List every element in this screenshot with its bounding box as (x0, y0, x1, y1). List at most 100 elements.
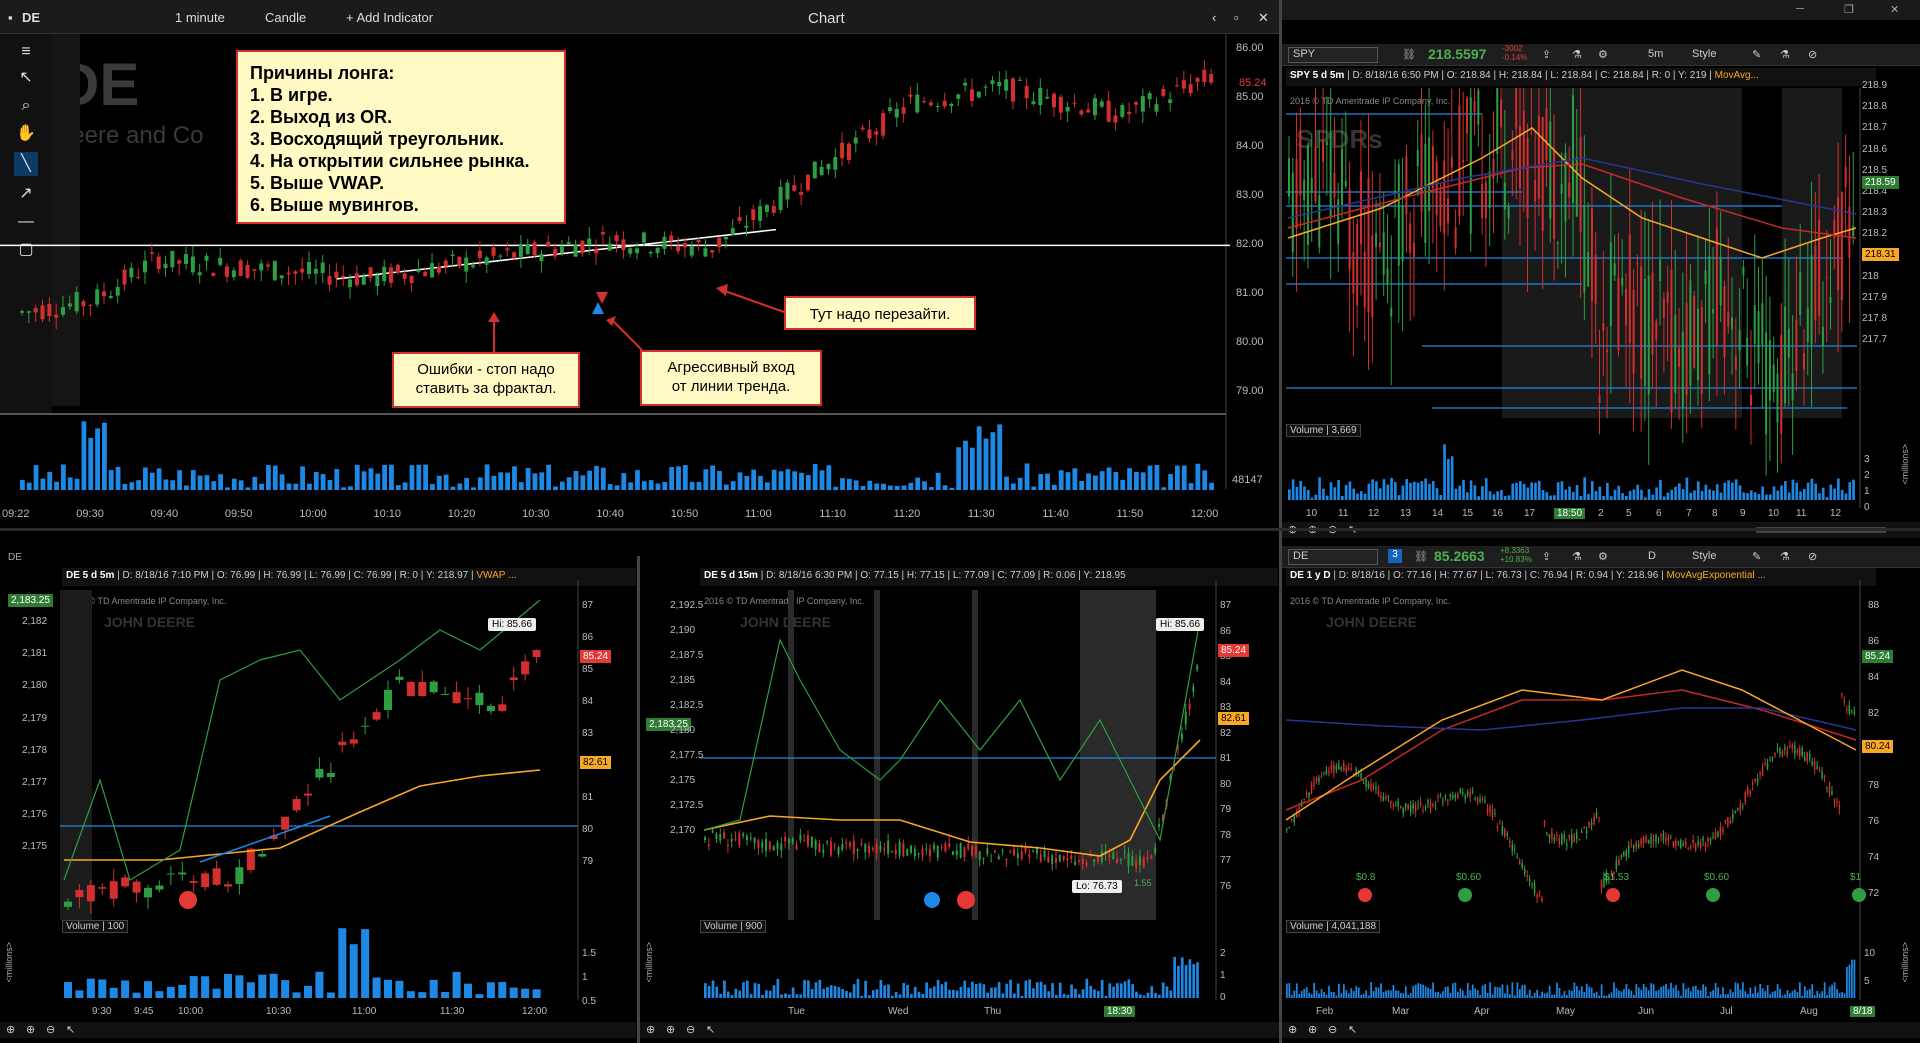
share-icon[interactable]: ⇪ (1542, 49, 1552, 61)
horizontal-divider[interactable] (0, 528, 1920, 531)
pan-hand-icon[interactable]: ✋ (16, 125, 36, 142)
trendline-tool-icon[interactable]: ╲ (14, 152, 38, 176)
volume-bar (753, 983, 757, 998)
pointer-arrow (611, 319, 643, 351)
candle (1801, 747, 1803, 756)
de5m-tab[interactable]: DE (8, 552, 22, 563)
de1y-interval[interactable]: D (1648, 550, 1656, 562)
volume-bar (1428, 483, 1431, 500)
link-group-icon[interactable]: 3 (1388, 549, 1402, 563)
axis-label: 85 (582, 664, 594, 675)
candle (1500, 99, 1503, 128)
candle (711, 830, 714, 833)
gear-icon[interactable]: ⚙ (1598, 551, 1608, 563)
bottom-divider[interactable] (637, 556, 640, 1043)
candle (338, 741, 347, 746)
volume-bar (833, 985, 837, 998)
volume-bar (1058, 982, 1062, 998)
zoom-in-icon[interactable]: ⊕ (1308, 1024, 1318, 1036)
candle (1630, 843, 1632, 845)
chevron-left-icon[interactable]: ‹ (1212, 10, 1217, 25)
zoom-out-icon[interactable]: ⊖ (1328, 1024, 1338, 1036)
de1y-info-header: DE 1 y D | D: 8/18/16 | O: 77.16 | H: 77… (1286, 568, 1876, 586)
share-icon[interactable]: ⇪ (1542, 551, 1552, 563)
candle (1516, 856, 1518, 858)
axis-label: 87 (1220, 600, 1232, 611)
candle (1367, 784, 1370, 787)
zoom-out-icon[interactable]: ⊖ (686, 1024, 696, 1036)
pencil-icon[interactable]: ✎ (1752, 49, 1762, 61)
spy-interval[interactable]: 5m (1648, 48, 1664, 60)
dividend-icon[interactable] (1606, 888, 1620, 902)
candle (1096, 856, 1099, 862)
flask-icon[interactable]: ⚗ (1780, 49, 1790, 61)
horizontal-line-icon[interactable]: — (18, 213, 34, 230)
candle (204, 255, 209, 261)
de1y-style-menu[interactable]: Style (1692, 550, 1717, 562)
main-chart-canvas[interactable] (0, 34, 1280, 520)
de1y-chart-canvas[interactable] (1282, 580, 1920, 1020)
link-icon[interactable]: ⛓ (1414, 551, 1428, 563)
pan-icon[interactable]: ⊕ (1288, 1024, 1298, 1036)
dividend-icon[interactable] (1458, 888, 1472, 902)
pencil-icon[interactable]: ✎ (1752, 551, 1762, 563)
volume-bar (1772, 486, 1776, 500)
axis-label: 2,181 (22, 648, 48, 660)
zoom-in-icon[interactable]: ⊕ (26, 1024, 36, 1036)
candle (1333, 764, 1335, 773)
pointer-icon[interactable]: ↖ (66, 1024, 76, 1036)
pointer-icon[interactable]: ↖ (1348, 1024, 1358, 1036)
symbol-selector-icon[interactable]: ▪ (8, 10, 13, 25)
main-symbol[interactable]: DE (22, 10, 41, 25)
volume-bar (1432, 982, 1434, 998)
zoom-in-icon[interactable]: ⊕ (666, 1024, 676, 1036)
flask-icon[interactable]: ⚗ (1572, 551, 1582, 563)
gear-icon[interactable]: ⚙ (1598, 49, 1608, 61)
hide-drawings-icon[interactable]: ⊘ (1808, 49, 1818, 61)
de1y-symbol-input[interactable]: DE (1288, 549, 1378, 565)
chart-type-selector[interactable]: Candle (265, 10, 307, 25)
close-icon[interactable]: ✕ (1258, 10, 1269, 25)
hide-drawings-icon[interactable]: ⊘ (1808, 551, 1818, 563)
de15m-chart-canvas[interactable] (640, 580, 1280, 1020)
close-icon[interactable]: ✕ (1890, 4, 1900, 16)
arrow-tool-icon[interactable]: ↗ (19, 185, 33, 202)
candle (1099, 101, 1104, 107)
panel-toggle-icon[interactable]: ≡ (21, 43, 31, 60)
volume-bar (1196, 962, 1199, 998)
candle (1811, 761, 1813, 765)
spy-style-menu[interactable]: Style (1692, 48, 1717, 60)
flask-icon[interactable]: ⚗ (1780, 551, 1790, 563)
volume-bar (1350, 988, 1353, 998)
link-icon[interactable]: ⛓ (1402, 49, 1416, 61)
candle (61, 307, 66, 315)
maximize-icon[interactable]: ▫ (1234, 10, 1239, 25)
add-indicator-button[interactable]: + Add Indicator (346, 10, 434, 25)
volume-bar (1821, 991, 1824, 998)
dividend-icon[interactable] (1852, 888, 1866, 902)
candle (1106, 100, 1111, 122)
flask-icon[interactable]: ⚗ (1572, 49, 1582, 61)
axis-label: 0 (1864, 502, 1870, 513)
pan-icon[interactable]: ⊕ (646, 1024, 656, 1036)
spy-symbol-input[interactable]: SPY (1288, 47, 1378, 63)
minimize-icon[interactable]: ─ (1796, 3, 1804, 15)
zoom-out-icon[interactable]: ⊖ (46, 1024, 56, 1036)
zoom-icon[interactable]: ⌕ (21, 97, 31, 114)
pointer-icon[interactable]: ↖ (19, 69, 33, 86)
candle (1390, 307, 1393, 317)
dividend-icon[interactable] (1358, 888, 1372, 902)
vertical-divider[interactable] (1279, 0, 1282, 1043)
time-label: 2 (1598, 508, 1604, 519)
restore-icon[interactable]: ❐ (1844, 4, 1854, 16)
spy-chart-canvas[interactable] (1282, 88, 1920, 528)
volume-bar (149, 472, 155, 490)
candle (1833, 798, 1836, 803)
dividend-label: $0.8 (1356, 872, 1376, 883)
pan-icon[interactable]: ⊕ (6, 1024, 16, 1036)
candle (1609, 242, 1612, 326)
de5m-chart-canvas[interactable] (0, 580, 636, 1020)
interval-selector[interactable]: 1 minute (175, 10, 225, 25)
pointer-icon[interactable]: ↖ (706, 1024, 716, 1036)
dividend-icon[interactable] (1706, 888, 1720, 902)
